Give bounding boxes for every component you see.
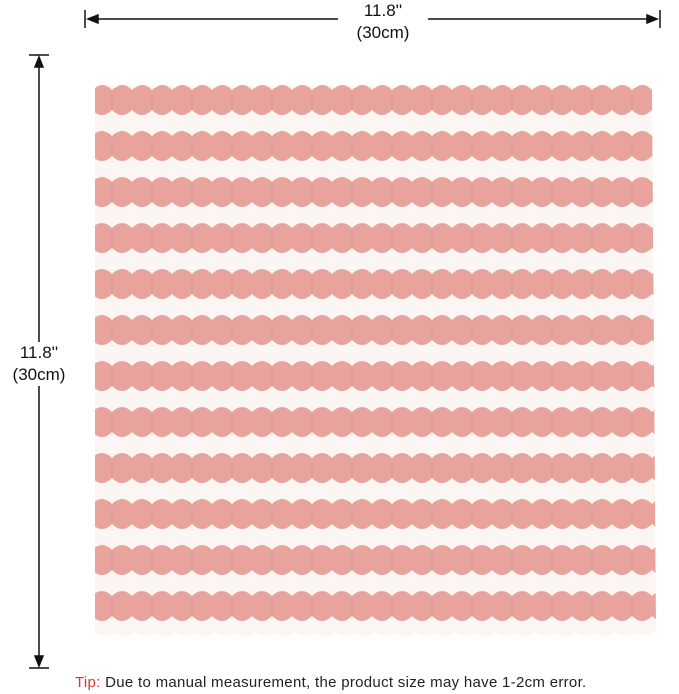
height-cm: (30cm) (12, 365, 66, 384)
height-label: 11.8'' (30cm) (0, 342, 78, 386)
tip-prefix: Tip: (75, 674, 101, 691)
width-inches: 11.8'' (363, 1, 403, 20)
towel (95, 84, 656, 636)
height-inches: 11.8'' (19, 343, 59, 362)
tip: Tip: Due to manual measurement, the prod… (75, 674, 587, 691)
width-label: 11.8'' (30cm) (338, 0, 428, 44)
width-cm: (30cm) (356, 23, 410, 42)
tip-text: Due to manual measurement, the product s… (105, 674, 587, 691)
